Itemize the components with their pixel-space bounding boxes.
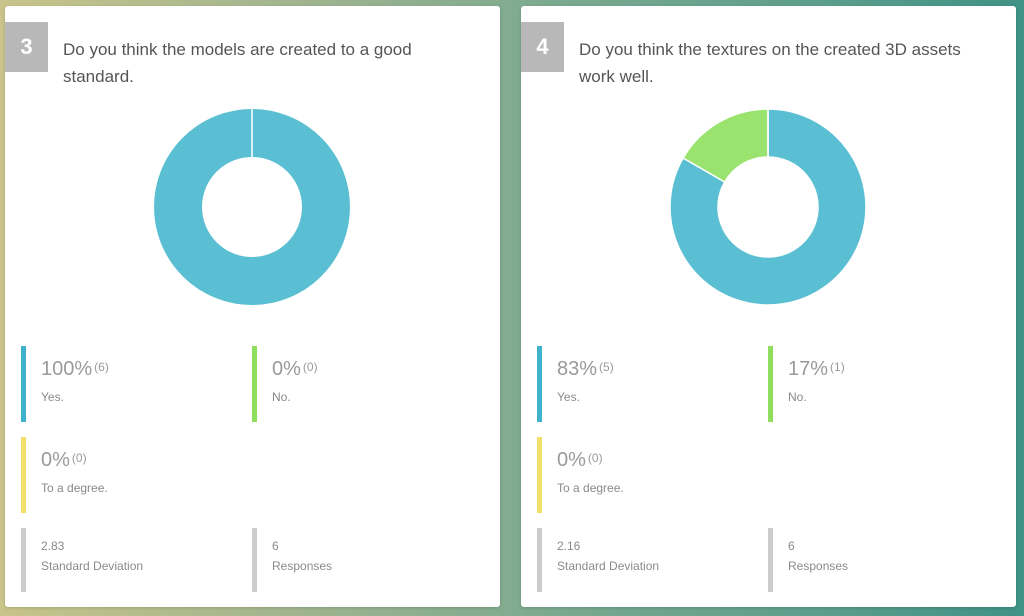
meta-bar bbox=[252, 528, 257, 592]
stat-label: Yes. bbox=[557, 390, 580, 404]
stat-percent-row: 0% (0) bbox=[272, 358, 318, 381]
responses: 6 Responses bbox=[768, 528, 948, 592]
stat-count: (5) bbox=[599, 360, 614, 374]
question-text: Do you think the models are created to a… bbox=[63, 40, 412, 86]
stat-percent: 17% bbox=[788, 358, 829, 380]
question-text: Do you think the textures on the created… bbox=[579, 40, 961, 86]
standard-deviation: 2.16 Standard Deviation bbox=[537, 528, 717, 592]
stat-count: (6) bbox=[94, 360, 109, 374]
question-number: 4 bbox=[521, 22, 564, 72]
stat-to-a-degree: 0% (0) To a degree. bbox=[21, 437, 201, 513]
meta-bar bbox=[21, 528, 26, 592]
stat-count: (0) bbox=[71, 451, 87, 465]
donut-slice-yes bbox=[669, 108, 867, 306]
stat-yes: 100% (6) Yes. bbox=[21, 346, 201, 422]
question-number: 3 bbox=[5, 22, 48, 72]
stat-percent-row: 0% (0) bbox=[557, 449, 603, 472]
responses-value: 6 bbox=[272, 539, 279, 553]
meta-bar bbox=[768, 528, 773, 592]
stat-no: 17% (1) No. bbox=[768, 346, 948, 422]
responses: 6 Responses bbox=[252, 528, 432, 592]
stat-no: 0% (0) No. bbox=[252, 346, 432, 422]
stat-color-bar bbox=[252, 346, 257, 422]
stat-label: Yes. bbox=[41, 390, 64, 404]
question-card-3: 3 Do you think the models are created to… bbox=[5, 6, 500, 607]
stat-percent-row: 83% (5) bbox=[557, 358, 614, 381]
stat-percent-row: 17% (1) bbox=[788, 358, 845, 381]
stat-percent: 100% bbox=[41, 358, 93, 380]
standard-deviation-label: Standard Deviation bbox=[557, 559, 660, 573]
stat-color-bar bbox=[537, 437, 542, 513]
stat-color-bar bbox=[768, 346, 773, 422]
donut-chart bbox=[154, 109, 350, 305]
stat-to-a-degree: 0% (0) To a degree. bbox=[537, 437, 717, 513]
meta-bar bbox=[537, 528, 542, 592]
stat-color-bar bbox=[21, 346, 26, 422]
responses-value: 6 bbox=[788, 539, 795, 553]
stat-label: To a degree. bbox=[41, 481, 108, 495]
stat-count: (0) bbox=[302, 360, 318, 374]
stat-percent: 0% bbox=[557, 449, 586, 471]
stat-color-bar bbox=[537, 346, 542, 422]
stat-label: No. bbox=[272, 390, 291, 404]
stat-percent: 83% bbox=[557, 358, 598, 380]
donut-chart bbox=[669, 108, 867, 306]
stat-percent: 0% bbox=[272, 358, 301, 380]
standard-deviation: 2.83 Standard Deviation bbox=[21, 528, 201, 592]
stat-percent: 0% bbox=[41, 449, 70, 471]
stat-count: (0) bbox=[587, 451, 603, 465]
standard-deviation-value: 2.16 bbox=[557, 539, 581, 553]
standard-deviation-label: Standard Deviation bbox=[41, 559, 144, 573]
stat-count: (1) bbox=[830, 360, 845, 374]
stat-label: To a degree. bbox=[557, 481, 624, 495]
stat-yes: 83% (5) Yes. bbox=[537, 346, 717, 422]
stat-color-bar bbox=[21, 437, 26, 513]
standard-deviation-value: 2.83 bbox=[41, 539, 65, 553]
stat-percent-row: 100% (6) bbox=[41, 358, 109, 381]
stat-percent-row: 0% (0) bbox=[41, 449, 87, 472]
responses-label: Responses bbox=[788, 559, 849, 573]
responses-label: Responses bbox=[272, 559, 333, 573]
question-card-4: 4 Do you think the textures on the creat… bbox=[521, 6, 1016, 607]
stat-label: No. bbox=[788, 390, 807, 404]
